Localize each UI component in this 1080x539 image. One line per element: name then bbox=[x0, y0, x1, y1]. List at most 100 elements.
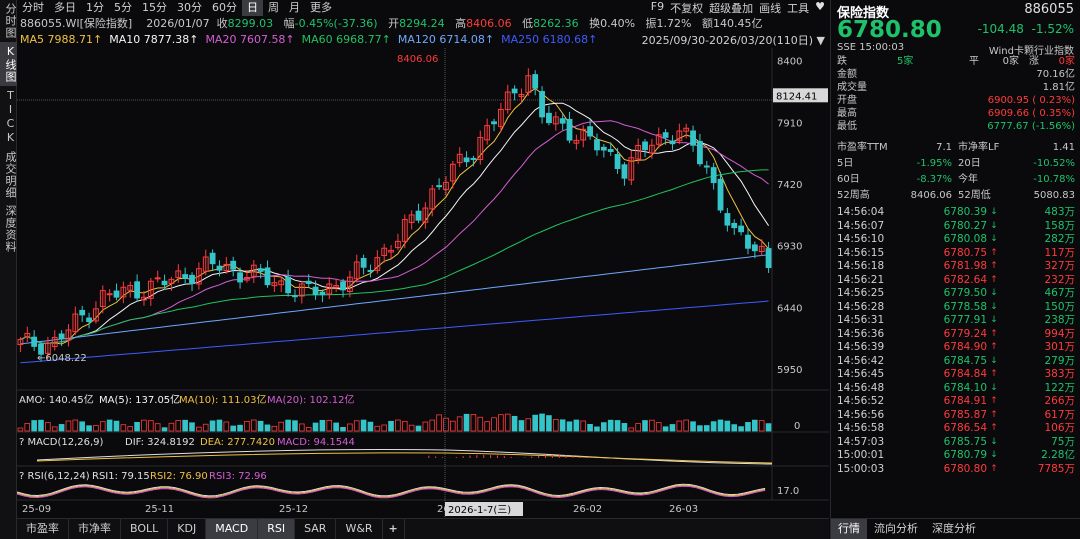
amo-label: AMO: 140.45亿 bbox=[19, 393, 94, 406]
high-value: 8406.06 bbox=[466, 17, 512, 30]
volume-bar bbox=[312, 422, 319, 432]
tab-pe[interactable]: 市盈率 bbox=[17, 519, 69, 539]
tick-time: 14:56:45 bbox=[837, 368, 885, 380]
candle-body bbox=[175, 270, 182, 279]
favorite-icon[interactable]: ♥ bbox=[815, 0, 825, 13]
period-tools: F9 不复权 超级叠加 画线 工具 ♥ bbox=[651, 0, 829, 16]
candle-body bbox=[415, 210, 422, 221]
tick-price: 6784.91 bbox=[943, 395, 987, 407]
tab-rsi[interactable]: RSI bbox=[258, 519, 296, 539]
tab-tick[interactable]: TICK bbox=[4, 89, 17, 145]
candle-body bbox=[388, 249, 394, 253]
tick-volume: 282万 bbox=[1044, 233, 1075, 245]
period-intraday[interactable]: 分时 bbox=[22, 1, 44, 14]
candle-body bbox=[292, 295, 298, 298]
tick-list[interactable]: 14:56:04 6780.39 ↓ 483万 14:56:07 6780.27 ↓ 158万… bbox=[837, 206, 1075, 476]
period-more[interactable]: 更多 bbox=[310, 1, 332, 14]
period-5min[interactable]: 5分 bbox=[114, 1, 132, 14]
tab-kdj[interactable]: KDJ bbox=[168, 519, 207, 539]
period-week[interactable]: 周 bbox=[268, 1, 279, 14]
tab-depth-analysis[interactable]: 深度分析 bbox=[932, 522, 976, 535]
tick-time: 14:56:28 bbox=[837, 300, 885, 313]
period-day[interactable]: 日 bbox=[242, 0, 263, 16]
stat-row: 成交量 1.81亿 bbox=[837, 82, 1075, 94]
arrow-up-icon: ↑ bbox=[990, 423, 998, 433]
metric-value: -10.78% bbox=[1033, 174, 1075, 185]
period-multiday[interactable]: 多日 bbox=[54, 1, 76, 14]
quote-sector[interactable]: Wind卡颗行业指数 bbox=[988, 46, 1074, 57]
metric-label: 市盈率TTM bbox=[837, 142, 888, 153]
volume-bar bbox=[443, 417, 449, 432]
tools-button[interactable]: 工具 bbox=[787, 2, 810, 15]
stat-row: 最低 6777.67 (-1.56%) bbox=[837, 121, 1075, 133]
volume-bar bbox=[24, 423, 31, 432]
tab-time-chart[interactable]: 分时图 bbox=[4, 3, 17, 39]
tab-wr[interactable]: W&R bbox=[336, 519, 383, 539]
tick-volume: 327万 bbox=[1044, 260, 1075, 272]
volume-bar bbox=[154, 423, 161, 432]
volume-bar bbox=[353, 420, 360, 432]
candle-body bbox=[539, 91, 545, 118]
period-30min[interactable]: 30分 bbox=[177, 1, 202, 14]
candle-body bbox=[271, 282, 278, 287]
breadth-row: 跌 5家 平 0家 涨 0家 bbox=[837, 56, 1075, 68]
candle-body bbox=[594, 139, 600, 151]
tab-boll[interactable]: BOLL bbox=[121, 519, 169, 539]
period-60min[interactable]: 60分 bbox=[212, 1, 237, 14]
tick-volume: 75万 bbox=[1051, 435, 1075, 448]
ma120-legend: MA120 6714.08↑ bbox=[397, 33, 495, 46]
draw-line-button[interactable]: 画线 bbox=[759, 2, 782, 15]
tab-trade-detail[interactable]: 成交明细 bbox=[4, 151, 17, 199]
candle-body bbox=[31, 336, 38, 347]
tick-time: 14:56:52 bbox=[837, 395, 885, 407]
volume-bar bbox=[552, 419, 559, 432]
candle-body bbox=[511, 88, 518, 94]
tick-price: 6780.27 bbox=[943, 219, 987, 232]
date-range-selector[interactable]: 2025/09/30-2026/03/20(110日) ▼ bbox=[642, 33, 825, 49]
tab-kline[interactable]: K线图 bbox=[0, 42, 17, 86]
kline-chart[interactable]: 8406.06 ←6048.22 8400 7910 7420 6930 6440 5950… bbox=[17, 48, 829, 518]
candle-body bbox=[525, 75, 532, 93]
tick-volume: 238万 bbox=[1044, 314, 1075, 326]
change-pct: -1.52% bbox=[1031, 22, 1074, 36]
volume-bar bbox=[752, 419, 758, 432]
overlay-button[interactable]: 超级叠加 bbox=[709, 2, 754, 15]
low-label: 低 bbox=[522, 17, 534, 30]
date-range-text: 2025/09/30-2026/03/20(110日) bbox=[641, 34, 814, 47]
candle-body bbox=[697, 140, 703, 165]
metric-value: 1.41 bbox=[1052, 142, 1075, 153]
tick-time: 14:57:03 bbox=[837, 435, 885, 448]
ma60-line bbox=[20, 169, 769, 344]
tab-macd[interactable]: MACD bbox=[206, 519, 259, 539]
volume-bar bbox=[333, 422, 339, 432]
add-indicator-button[interactable]: + bbox=[383, 519, 405, 539]
tab-sar[interactable]: SAR bbox=[295, 519, 337, 539]
close-label: 收 bbox=[216, 17, 228, 30]
period-15min[interactable]: 15分 bbox=[142, 1, 167, 14]
period-month[interactable]: 月 bbox=[289, 1, 300, 14]
f9-button[interactable]: F9 bbox=[650, 0, 665, 13]
tab-flow-analysis[interactable]: 流向分析 bbox=[874, 522, 918, 535]
stat-row: 金额 70.16亿 bbox=[837, 69, 1075, 81]
candle-body bbox=[230, 260, 237, 270]
volume-bar bbox=[319, 419, 326, 432]
volume-bar bbox=[477, 416, 484, 432]
tick-row: 14:56:42 6784.75 ↓ 279万 bbox=[837, 355, 1075, 369]
stat-label: 最低 bbox=[837, 121, 857, 132]
candle-body bbox=[504, 91, 511, 111]
tab-pb[interactable]: 市净率 bbox=[69, 519, 121, 539]
period-1min[interactable]: 1分 bbox=[86, 1, 104, 14]
volume-bar bbox=[484, 421, 490, 432]
tick-row: 14:56:56 6785.87 ↑ 617万 bbox=[837, 409, 1075, 423]
volume-bar bbox=[388, 420, 394, 432]
tab-depth-info[interactable]: 深度资料 bbox=[4, 205, 17, 253]
adjust-button[interactable]: 不复权 bbox=[670, 2, 704, 15]
tick-price: 6780.79 bbox=[943, 449, 987, 461]
volume-bar bbox=[580, 420, 587, 432]
candle-body bbox=[607, 149, 614, 152]
arrow-up-icon: ↑ bbox=[990, 247, 998, 258]
candle-body bbox=[346, 276, 353, 293]
candle-body bbox=[745, 234, 751, 249]
indicator-tabs: 市盈率 市净率 BOLL KDJ MACD RSI SAR W&R + bbox=[17, 518, 829, 539]
tab-quote[interactable]: 行情 bbox=[831, 519, 867, 539]
